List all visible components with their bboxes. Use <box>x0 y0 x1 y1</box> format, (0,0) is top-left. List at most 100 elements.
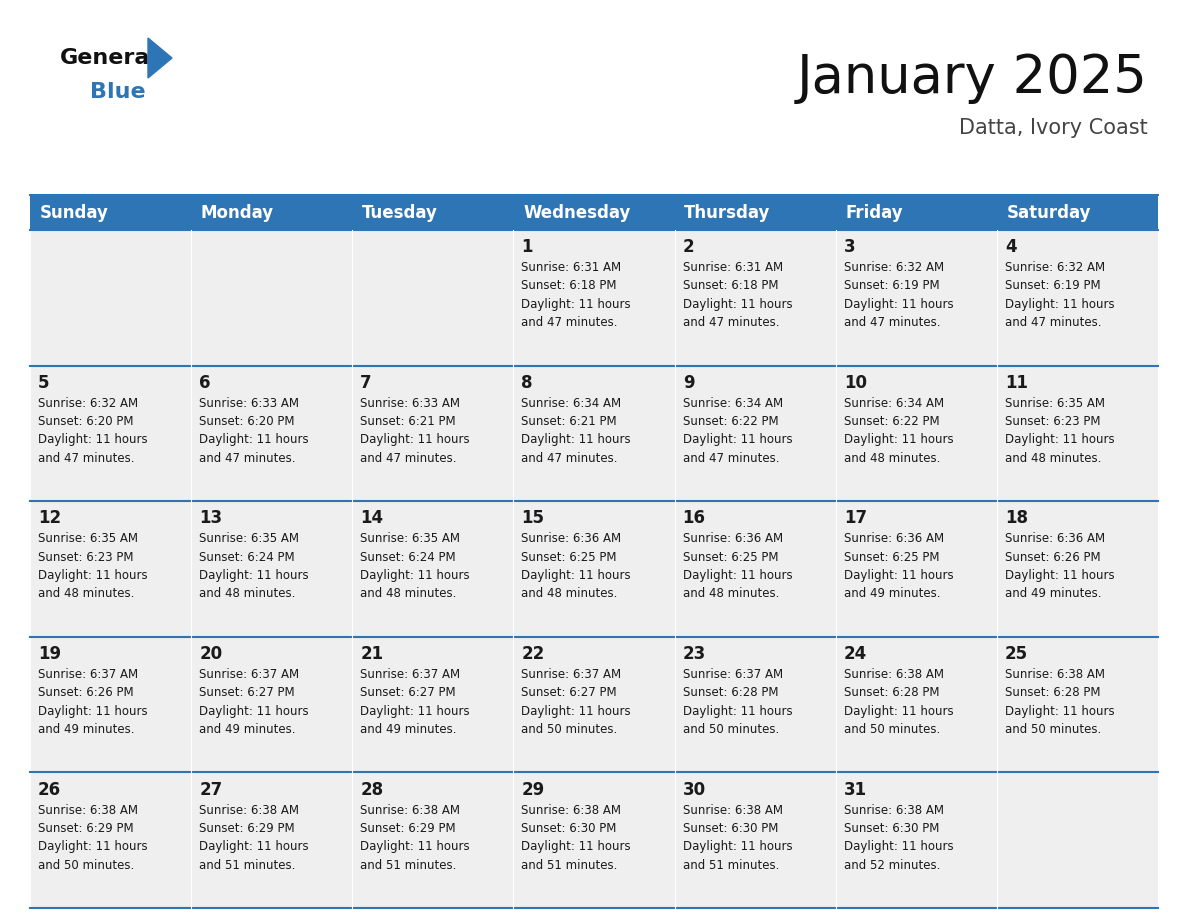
Text: and 49 minutes.: and 49 minutes. <box>200 722 296 736</box>
Text: 28: 28 <box>360 780 384 799</box>
Text: Sunrise: 6:37 AM: Sunrise: 6:37 AM <box>522 668 621 681</box>
Text: Daylight: 11 hours: Daylight: 11 hours <box>843 433 954 446</box>
Text: Sunset: 6:28 PM: Sunset: 6:28 PM <box>683 687 778 700</box>
Text: and 47 minutes.: and 47 minutes. <box>522 452 618 465</box>
Text: 8: 8 <box>522 374 533 392</box>
Text: and 48 minutes.: and 48 minutes. <box>1005 452 1101 465</box>
Bar <box>997 365 1158 501</box>
Text: and 51 minutes.: and 51 minutes. <box>522 858 618 871</box>
Text: Sunrise: 6:37 AM: Sunrise: 6:37 AM <box>200 668 299 681</box>
Text: Sunset: 6:20 PM: Sunset: 6:20 PM <box>38 415 133 428</box>
Bar <box>513 230 675 365</box>
Text: Sunrise: 6:35 AM: Sunrise: 6:35 AM <box>200 532 299 545</box>
Text: 2: 2 <box>683 238 694 256</box>
Text: 9: 9 <box>683 374 694 392</box>
Bar <box>835 637 997 772</box>
Text: Sunset: 6:21 PM: Sunset: 6:21 PM <box>360 415 456 428</box>
Bar <box>30 365 191 501</box>
Text: Sunset: 6:29 PM: Sunset: 6:29 PM <box>360 822 456 834</box>
Text: Sunset: 6:20 PM: Sunset: 6:20 PM <box>200 415 295 428</box>
Text: Daylight: 11 hours: Daylight: 11 hours <box>200 840 309 853</box>
Text: 17: 17 <box>843 509 867 527</box>
Text: Sunset: 6:28 PM: Sunset: 6:28 PM <box>1005 687 1100 700</box>
Bar <box>191 365 353 501</box>
Text: Sunrise: 6:38 AM: Sunrise: 6:38 AM <box>843 668 943 681</box>
Text: and 49 minutes.: and 49 minutes. <box>843 588 940 600</box>
Text: Sunset: 6:27 PM: Sunset: 6:27 PM <box>200 687 295 700</box>
Text: Sunrise: 6:34 AM: Sunrise: 6:34 AM <box>522 397 621 409</box>
Text: 22: 22 <box>522 645 545 663</box>
Text: Sunset: 6:25 PM: Sunset: 6:25 PM <box>683 551 778 564</box>
Text: and 52 minutes.: and 52 minutes. <box>843 858 940 871</box>
Bar <box>675 365 835 501</box>
Text: and 48 minutes.: and 48 minutes. <box>360 588 456 600</box>
Bar <box>353 365 513 501</box>
Bar <box>835 772 997 908</box>
Text: Daylight: 11 hours: Daylight: 11 hours <box>843 705 954 718</box>
Bar <box>353 230 513 365</box>
Text: Sunset: 6:27 PM: Sunset: 6:27 PM <box>360 687 456 700</box>
Text: General: General <box>61 48 158 68</box>
Text: Sunset: 6:22 PM: Sunset: 6:22 PM <box>683 415 778 428</box>
Text: Daylight: 11 hours: Daylight: 11 hours <box>683 705 792 718</box>
Text: Sunset: 6:24 PM: Sunset: 6:24 PM <box>200 551 295 564</box>
Text: Sunrise: 6:38 AM: Sunrise: 6:38 AM <box>522 803 621 817</box>
Text: 21: 21 <box>360 645 384 663</box>
Text: and 50 minutes.: and 50 minutes. <box>843 722 940 736</box>
Text: Daylight: 11 hours: Daylight: 11 hours <box>522 569 631 582</box>
Bar <box>513 195 675 230</box>
Text: and 50 minutes.: and 50 minutes. <box>1005 722 1101 736</box>
Text: Datta, Ivory Coast: Datta, Ivory Coast <box>959 118 1148 138</box>
Text: Sunset: 6:30 PM: Sunset: 6:30 PM <box>843 822 940 834</box>
Text: 5: 5 <box>38 374 50 392</box>
Text: Sunset: 6:21 PM: Sunset: 6:21 PM <box>522 415 617 428</box>
Bar <box>675 195 835 230</box>
Text: Daylight: 11 hours: Daylight: 11 hours <box>1005 569 1114 582</box>
Bar <box>513 501 675 637</box>
Text: Sunrise: 6:38 AM: Sunrise: 6:38 AM <box>843 803 943 817</box>
Bar <box>353 637 513 772</box>
Text: Sunrise: 6:38 AM: Sunrise: 6:38 AM <box>38 803 138 817</box>
Text: Sunset: 6:18 PM: Sunset: 6:18 PM <box>522 279 617 293</box>
Bar <box>30 501 191 637</box>
Bar <box>191 195 353 230</box>
Text: Tuesday: Tuesday <box>362 204 438 221</box>
Bar <box>675 772 835 908</box>
Text: 19: 19 <box>38 645 62 663</box>
Text: Sunset: 6:23 PM: Sunset: 6:23 PM <box>38 551 133 564</box>
Bar <box>997 637 1158 772</box>
Text: 30: 30 <box>683 780 706 799</box>
Bar <box>30 230 191 365</box>
Text: and 49 minutes.: and 49 minutes. <box>360 722 457 736</box>
Text: Sunrise: 6:35 AM: Sunrise: 6:35 AM <box>38 532 138 545</box>
Text: 11: 11 <box>1005 374 1028 392</box>
Text: Sunset: 6:30 PM: Sunset: 6:30 PM <box>683 822 778 834</box>
Text: Sunset: 6:25 PM: Sunset: 6:25 PM <box>843 551 940 564</box>
Bar <box>835 230 997 365</box>
Text: Monday: Monday <box>201 204 274 221</box>
Text: Sunset: 6:30 PM: Sunset: 6:30 PM <box>522 822 617 834</box>
Text: Daylight: 11 hours: Daylight: 11 hours <box>1005 705 1114 718</box>
Bar <box>30 195 191 230</box>
Text: Wednesday: Wednesday <box>523 204 631 221</box>
Text: and 51 minutes.: and 51 minutes. <box>200 858 296 871</box>
Text: Sunrise: 6:32 AM: Sunrise: 6:32 AM <box>843 262 944 274</box>
Text: and 47 minutes.: and 47 minutes. <box>843 316 940 330</box>
Text: Daylight: 11 hours: Daylight: 11 hours <box>683 569 792 582</box>
Text: Blue: Blue <box>90 82 146 102</box>
Text: and 48 minutes.: and 48 minutes. <box>38 588 134 600</box>
Text: and 50 minutes.: and 50 minutes. <box>38 858 134 871</box>
Bar <box>191 230 353 365</box>
Text: Daylight: 11 hours: Daylight: 11 hours <box>522 297 631 311</box>
Text: Sunrise: 6:32 AM: Sunrise: 6:32 AM <box>1005 262 1105 274</box>
Bar <box>997 230 1158 365</box>
Bar <box>835 501 997 637</box>
Text: Thursday: Thursday <box>684 204 771 221</box>
Text: Daylight: 11 hours: Daylight: 11 hours <box>200 569 309 582</box>
Text: and 50 minutes.: and 50 minutes. <box>522 722 618 736</box>
Text: Daylight: 11 hours: Daylight: 11 hours <box>38 433 147 446</box>
Bar <box>191 637 353 772</box>
Text: Daylight: 11 hours: Daylight: 11 hours <box>200 705 309 718</box>
Text: 27: 27 <box>200 780 222 799</box>
Text: and 47 minutes.: and 47 minutes. <box>38 452 134 465</box>
